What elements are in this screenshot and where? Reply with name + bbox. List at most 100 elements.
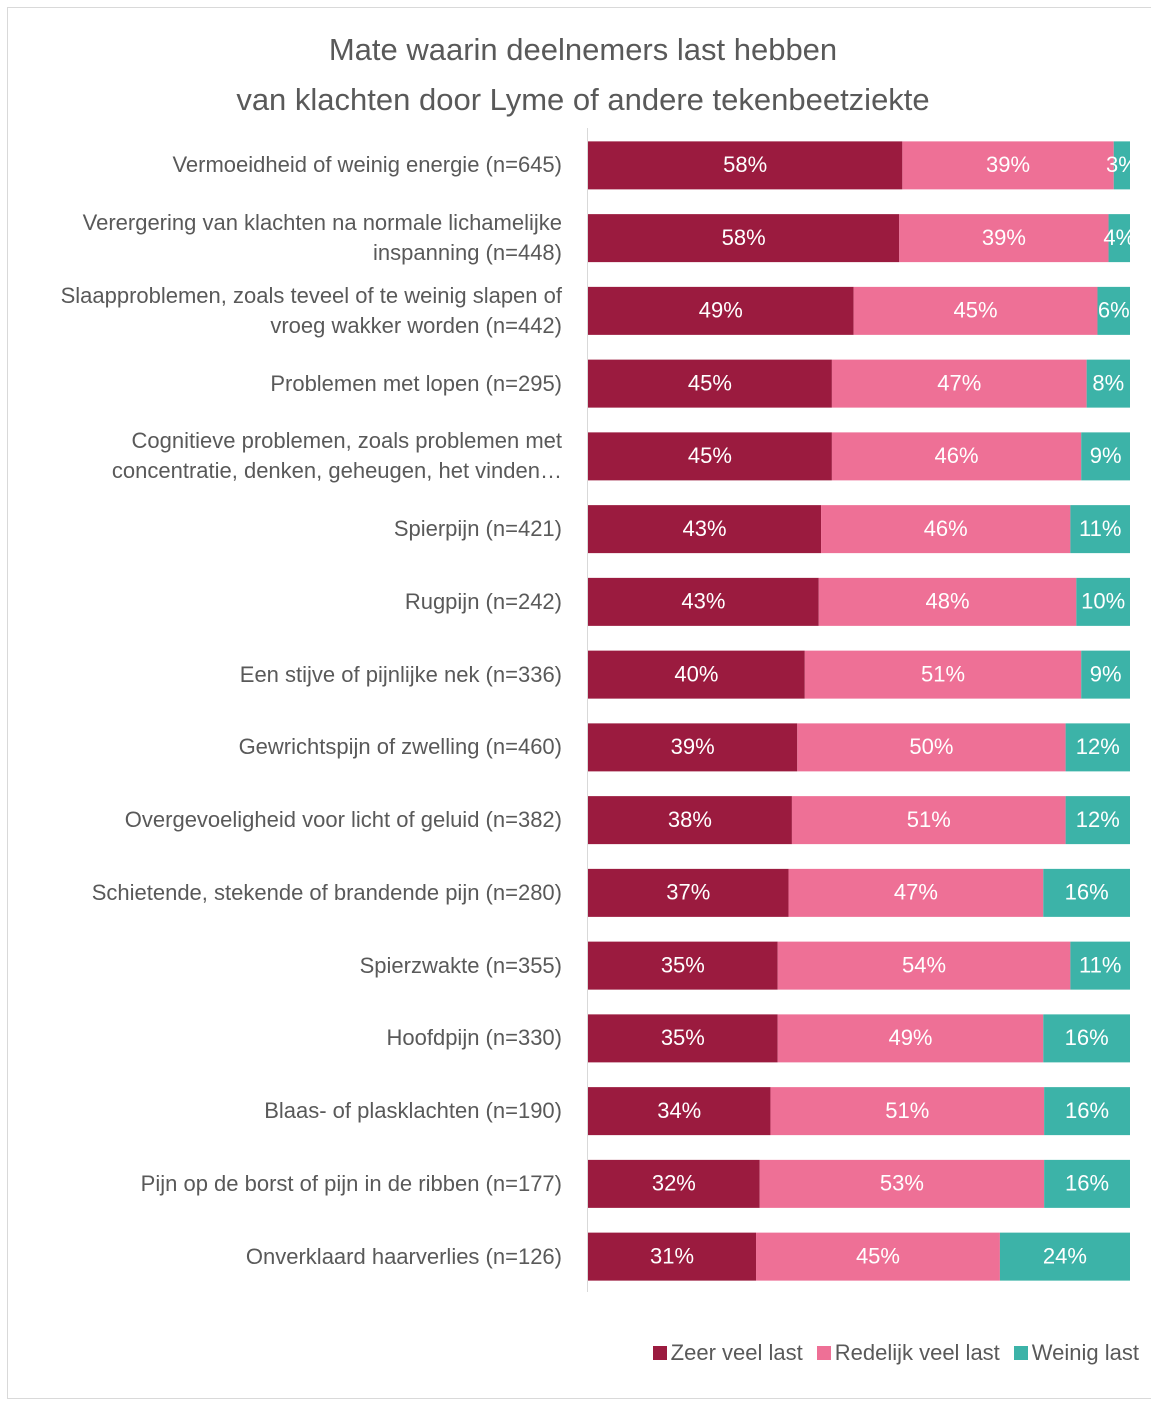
value-label: 9% (1090, 661, 1122, 686)
value-label: 58% (723, 152, 767, 177)
bar-segment (1108, 214, 1130, 263)
bar-segment (588, 1087, 771, 1136)
legend-label: Redelijk veel last (834, 1340, 1000, 1365)
value-label: 34% (657, 1098, 701, 1123)
legend-label: Zeer veel last (670, 1340, 803, 1365)
bar-segment (770, 1087, 1045, 1136)
bar-segment (756, 1232, 1000, 1281)
bar-segment (804, 650, 1082, 699)
value-label: 49% (888, 1025, 932, 1050)
bar-segment (818, 577, 1077, 626)
category-label: Rugpijn (n=242) (404, 588, 562, 614)
bar-segment (777, 941, 1071, 990)
bar-segment (797, 723, 1066, 772)
chart-title: Mate waarin deelnemers last hebben (328, 32, 838, 67)
bar-segment (1086, 359, 1130, 408)
value-label: 51% (885, 1098, 929, 1123)
value-label: 31% (650, 1243, 694, 1268)
bar-segment (588, 1014, 778, 1063)
bar-segment (1097, 286, 1130, 335)
bar-segment (1113, 141, 1130, 190)
bar-segment (1043, 1014, 1130, 1063)
category-label: Pijn op de borst of pijn in de ribben (n… (140, 1170, 562, 1196)
category-label: Onverklaard haarverlies (n=126) (245, 1243, 562, 1269)
bar-segment (902, 141, 1114, 190)
value-label: 11% (1079, 952, 1121, 977)
category-label: Overgevoeligheid voor licht of geluid (n… (124, 807, 562, 833)
value-label: 49% (699, 298, 743, 323)
value-label: 8% (1092, 370, 1124, 395)
value-label: 54% (902, 952, 946, 977)
value-label: 45% (954, 298, 998, 323)
bar-segment (831, 432, 1082, 481)
value-label: 39% (986, 152, 1030, 177)
bar-segment (588, 432, 832, 481)
bar-segment (588, 577, 819, 626)
bar-segment (788, 868, 1044, 917)
bar-segment (588, 359, 832, 408)
value-label: 43% (683, 516, 727, 541)
value-label: 9% (1090, 443, 1122, 468)
category-label: Gewrichtspijn of zwelling (n=460) (238, 734, 562, 760)
bar-segment (588, 214, 900, 263)
category-label: Cognitieve problemen, zoals problemen me… (111, 428, 562, 484)
category-label: Spierzwakte (n=355) (359, 952, 562, 978)
bar-segment (588, 505, 822, 554)
bar-segment (853, 286, 1098, 335)
value-label: 40% (674, 661, 718, 686)
legend-item: Weinig last (1013, 1340, 1139, 1366)
bar-segment (588, 1159, 760, 1208)
legend-swatch (816, 1346, 831, 1360)
value-label: 16% (1065, 1025, 1109, 1050)
bar-segment (759, 1159, 1045, 1208)
bar-segment (1044, 1159, 1130, 1208)
bar-segment (588, 868, 789, 917)
category-label: Schietende, stekende of brandende pijn (… (91, 879, 562, 905)
legend-swatch (652, 1346, 667, 1360)
value-label: 16% (1065, 1098, 1109, 1123)
legend-item: Zeer veel last (652, 1340, 803, 1366)
value-label: 45% (688, 370, 732, 395)
bar-segment (821, 505, 1071, 554)
value-label: 39% (671, 734, 715, 759)
value-label: 48% (926, 589, 970, 614)
value-label: 50% (909, 734, 953, 759)
category-label: Verergering van klachten na normale lich… (82, 210, 562, 266)
bar-segment (1044, 1087, 1130, 1136)
category-label: Een stijve of pijnlijke nek (n=336) (239, 661, 562, 687)
legend: Zeer veel last Redelijk veel last Weinig l… (652, 1340, 1139, 1366)
value-label: 12% (1076, 734, 1120, 759)
value-label: 47% (894, 880, 938, 905)
category-label: Vermoeidheid of weinig energie (n=645) (172, 152, 562, 178)
value-label: 6% (1098, 298, 1130, 323)
bar-segment (999, 1232, 1130, 1281)
category-label: Slaapproblemen, zoals teveel of te weini… (60, 282, 562, 338)
value-label: 51% (907, 807, 951, 832)
bar-segment (1070, 505, 1130, 554)
bar-segment (1065, 796, 1130, 845)
value-label: 11% (1079, 516, 1121, 541)
value-label: 39% (982, 225, 1026, 250)
value-label: 51% (921, 661, 965, 686)
legend-label: Weinig last (1031, 1340, 1139, 1365)
category-label: Hoofdpijn (n=330) (386, 1025, 562, 1051)
bar-segment (588, 941, 778, 990)
value-label: 32% (652, 1171, 696, 1196)
category-label: Blaas- of plasklachten (n=190) (264, 1098, 562, 1124)
bar-segment (588, 286, 854, 335)
chart-border (7, 7, 1151, 1399)
value-label: 10% (1081, 589, 1125, 614)
bar-segment (791, 796, 1066, 845)
bar-segment (1076, 577, 1130, 626)
bar-segment (1043, 868, 1130, 917)
bar-segment (588, 141, 903, 190)
legend-swatch (1013, 1346, 1028, 1360)
value-label: 58% (722, 225, 766, 250)
value-label: 4% (1103, 225, 1135, 250)
bar-segment (588, 1232, 757, 1281)
category-label: Spierpijn (n=421) (393, 516, 562, 542)
value-label: 16% (1065, 1171, 1109, 1196)
bar-segment (1070, 941, 1130, 990)
value-label: 47% (937, 370, 981, 395)
